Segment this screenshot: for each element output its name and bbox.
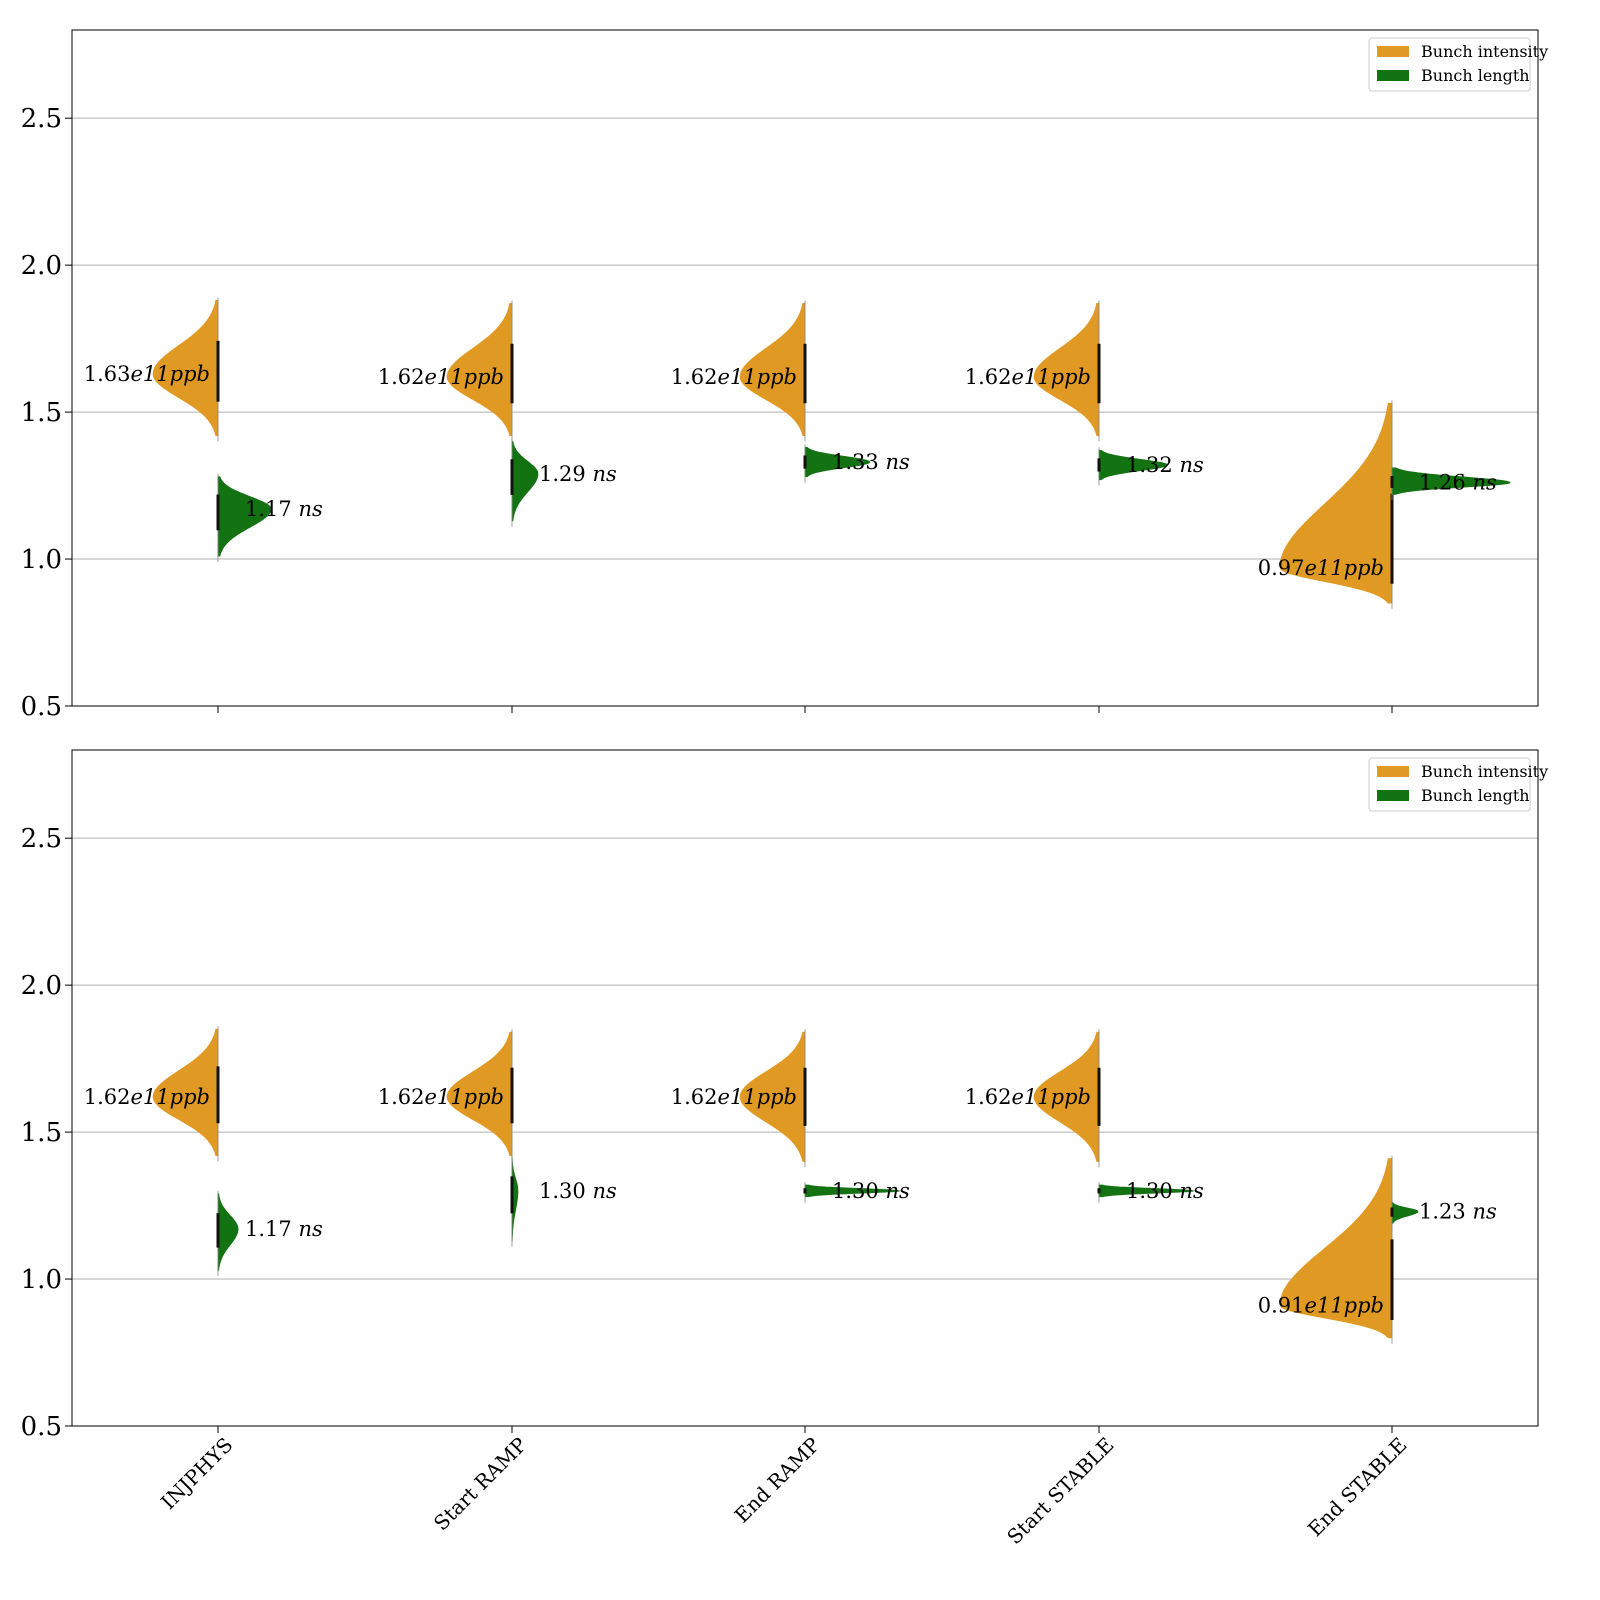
intensity-value-label: 1.62e11ppb: [378, 1085, 504, 1109]
intensity-value-label: 0.91e11ppb: [1258, 1293, 1384, 1317]
intensity-violin: [739, 1031, 806, 1162]
intensity-violin: [446, 1031, 513, 1156]
top-panel: 0.5 1.0 1.5 2.0 2.5 1.63e11ppb 1.62e11ppb 1.62e…: [21, 29, 1548, 722]
legend-swatch: [1377, 70, 1409, 81]
length-violin: [217, 1193, 239, 1271]
length-value-label: 1.32 ns: [1126, 453, 1204, 477]
length-violin: [1098, 449, 1168, 481]
legend-swatch: [1377, 766, 1409, 777]
intensity-violin: [1279, 1158, 1393, 1339]
legend: Bunch intensity Bunch length: [1368, 757, 1548, 812]
legend-entry-label: Bunch length: [1421, 66, 1530, 85]
length-value-label: 1.29 ns: [539, 462, 617, 486]
length-violin: [1391, 467, 1511, 495]
length-value-label: 1.33 ns: [832, 450, 910, 474]
legend-swatch: [1377, 46, 1409, 57]
length-violin: [804, 446, 871, 478]
legend-entry-label: Bunch length: [1421, 786, 1530, 805]
legend-entry-label: Bunch intensity: [1421, 42, 1548, 61]
y-tick-label: 1.5: [21, 1118, 62, 1148]
length-violin: [511, 441, 539, 522]
length-value-label: 1.17 ns: [245, 497, 323, 521]
axes-frame: [71, 749, 1539, 1427]
y-tick-label: 0.5: [21, 1412, 62, 1442]
y-tick-label: 2.5: [21, 104, 62, 134]
intensity-value-label: 1.62e11ppb: [965, 365, 1091, 389]
legend-entry-label: Bunch intensity: [1421, 762, 1548, 781]
axes-frame: [71, 29, 1539, 707]
intensity-value-label: 1.62e11ppb: [965, 1085, 1091, 1109]
y-tick-label: 2.5: [21, 824, 62, 854]
intensity-value-label: 1.62e11ppb: [671, 1085, 797, 1109]
intensity-violin: [1033, 1031, 1100, 1162]
y-tick-label: 2.0: [21, 251, 62, 281]
legend: Bunch intensity Bunch length: [1368, 37, 1548, 92]
length-value-label: 1.23 ns: [1419, 1199, 1497, 1223]
y-tick-label: 1.0: [21, 1265, 62, 1295]
intensity-value-label: 0.97e11ppb: [1258, 556, 1384, 580]
bottom-panel: 0.5 1.0 1.5 2.0 2.5 1.62e11ppb 1.62e11ppb 1.62e…: [21, 749, 1548, 1442]
intensity-violin: [152, 1028, 219, 1156]
intensity-violin: [1279, 402, 1393, 604]
intensity-violin: [1033, 302, 1100, 436]
intensity-violin: [152, 300, 219, 436]
length-value-label: 1.30 ns: [832, 1179, 910, 1203]
legend-swatch: [1377, 790, 1409, 801]
length-violin: [804, 1184, 901, 1198]
length-value-label: 1.30 ns: [1126, 1179, 1204, 1203]
intensity-value-label: 1.62e11ppb: [378, 365, 504, 389]
intensity-violin: [739, 302, 806, 436]
y-tick-label: 1.5: [21, 398, 62, 428]
length-value-label: 1.17 ns: [245, 1217, 323, 1241]
legend-box: [1368, 37, 1531, 92]
intensity-violin: [446, 302, 513, 436]
length-violin: [217, 476, 272, 557]
y-tick-label: 0.5: [21, 692, 62, 722]
y-tick-label: 2.0: [21, 971, 62, 1001]
length-value-label: 1.30 ns: [539, 1179, 617, 1203]
intensity-value-label: 1.62e11ppb: [84, 1085, 210, 1109]
legend-box: [1368, 757, 1531, 812]
intensity-value-label: 1.62e11ppb: [671, 365, 797, 389]
intensity-value-label: 1.63e11ppb: [84, 362, 210, 386]
length-violin: [1391, 1202, 1419, 1224]
y-tick-label: 1.0: [21, 545, 62, 575]
length-violin: [1098, 1184, 1195, 1198]
length-value-label: 1.26 ns: [1419, 471, 1497, 495]
